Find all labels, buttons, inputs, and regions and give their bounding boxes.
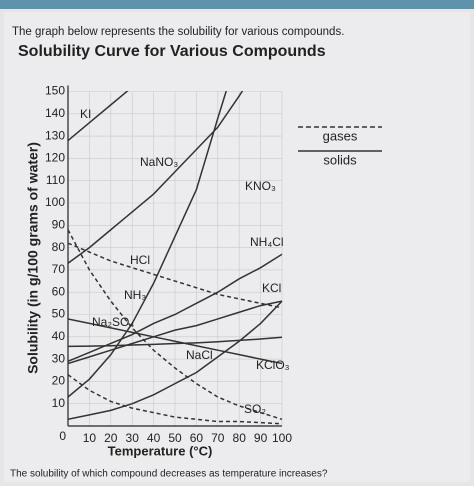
series-line: [68, 300, 283, 365]
x-tick-label: 60: [190, 431, 204, 445]
x-tick-label: 100: [272, 431, 292, 445]
y-tick-label: 80: [52, 240, 66, 254]
x-tick-label: 70: [211, 431, 225, 445]
y-tick-label: 150: [45, 84, 65, 98]
top-strip: [0, 0, 474, 9]
y-tick-label: 20: [52, 374, 66, 388]
y-tick-label: 50: [52, 307, 66, 321]
series-label: SO₂: [244, 402, 266, 416]
paper: [4, 12, 470, 482]
x-tick-label: 10: [83, 431, 97, 445]
y-tick-label: 30: [52, 351, 66, 365]
series-line: [68, 336, 283, 348]
x-tick-label: 30: [126, 431, 140, 445]
x-tick-label: 90: [254, 431, 268, 445]
x-tick-label: 20: [104, 431, 118, 445]
legend-label: gases: [323, 128, 358, 143]
y-tick-label: 120: [45, 151, 65, 165]
series-line: [68, 318, 283, 365]
series-label: Na₂SO₄: [92, 315, 134, 329]
y-tick-label: 40: [52, 329, 66, 343]
y-tick-label: 70: [52, 262, 66, 276]
series-label: NH₄Cl: [250, 235, 284, 249]
series-label: HCl: [130, 253, 150, 267]
legend-label: solids: [323, 152, 357, 167]
x-tick-label: 50: [168, 431, 182, 445]
y-tick-label: 100: [45, 195, 65, 209]
series-line: [68, 300, 283, 421]
plot: [68, 91, 283, 425]
y-tick-label: 90: [52, 217, 66, 231]
x-tick-label: 80: [233, 431, 247, 445]
series-line: [68, 91, 244, 264]
series-line: [68, 374, 283, 425]
series-line: [68, 242, 283, 309]
y-tick-label: 140: [45, 106, 65, 120]
series-label: NH₃: [124, 288, 146, 302]
x-tick-label: 40: [147, 431, 161, 445]
y-tick-label: 10: [52, 396, 66, 410]
question-text: The solubility of which compound decreas…: [10, 469, 328, 480]
series-label: KClO₃: [256, 358, 290, 372]
y-tick-label: 130: [45, 128, 65, 142]
legend-box: [296, 116, 384, 176]
series-line: [68, 91, 129, 142]
chart-title: Solubility Curve for Various Compounds: [18, 43, 326, 60]
series-line: [68, 229, 283, 421]
y-tick-label: 60: [52, 284, 66, 298]
series-label: NaCl: [186, 348, 213, 362]
y-axis-label: Solubility (in g/100 grams of water): [25, 142, 41, 374]
series-label: KCl: [262, 281, 281, 295]
series-line: [68, 91, 228, 398]
intro-text: The graph below represents the solubilit…: [12, 26, 344, 38]
y-tick-label: 0: [59, 429, 66, 443]
series-label: KI: [80, 107, 91, 121]
y-tick-label: 110: [46, 173, 65, 187]
series-label: NaNO₃: [140, 155, 178, 169]
x-axis-label: Temperature (°C): [108, 443, 213, 458]
series-label: KNO₃: [245, 179, 276, 193]
